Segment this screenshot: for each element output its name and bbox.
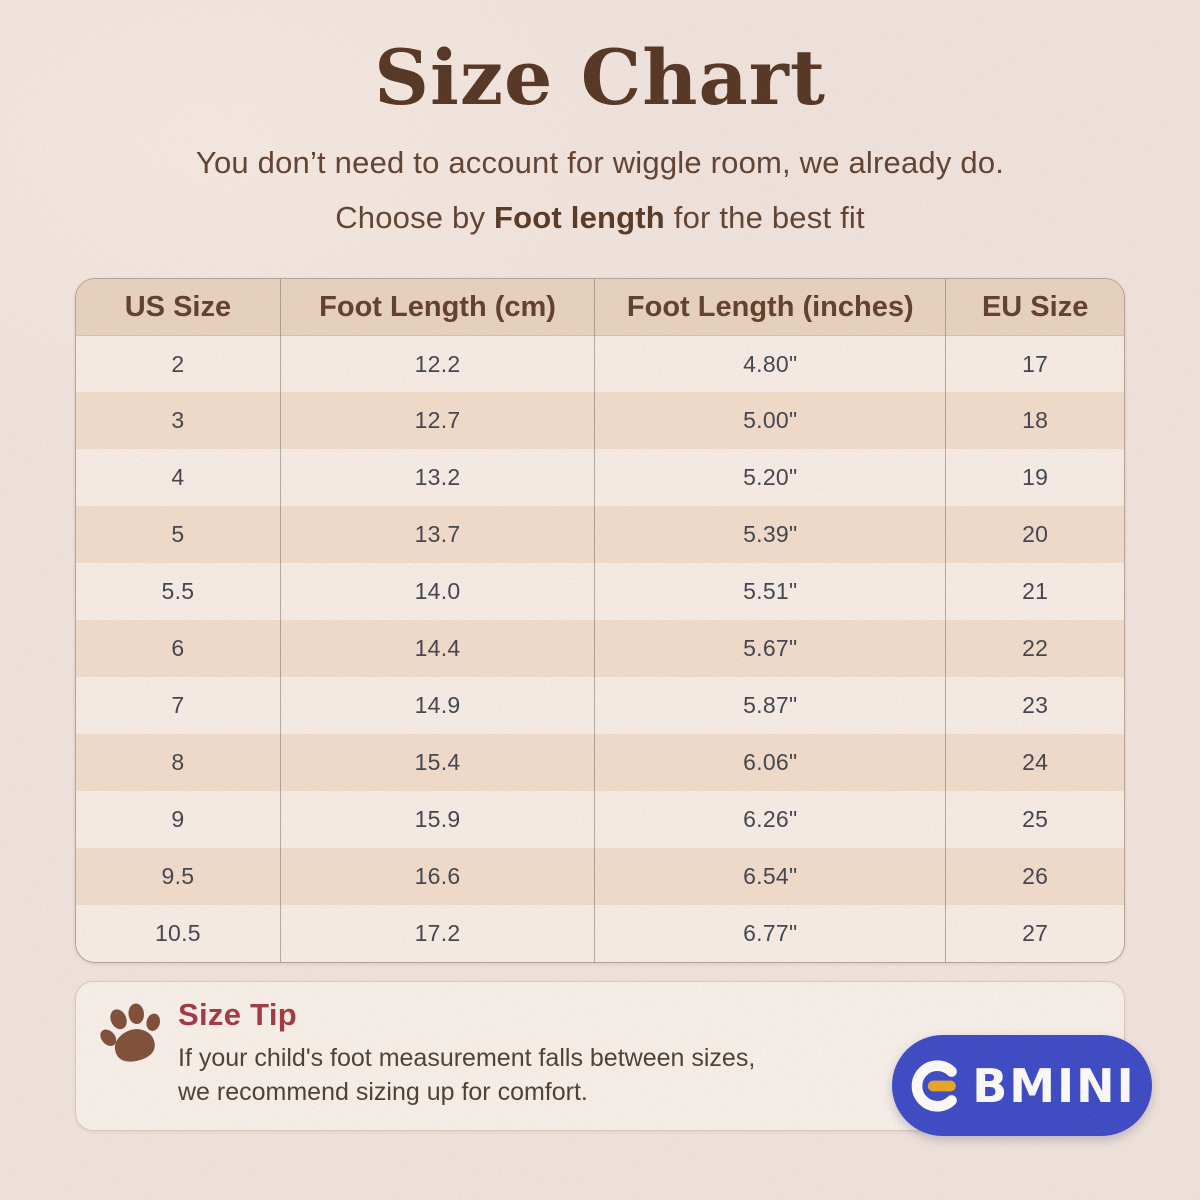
subtitle-line2-prefix: Choose by (335, 200, 495, 236)
table-cell: 27 (945, 905, 1124, 963)
table-cell: 19 (945, 449, 1124, 507)
table-row: 9.5 16.6 6.54" 26 (76, 848, 1124, 906)
table-cell: 3 (76, 392, 281, 450)
table-row: 4 13.2 5.20" 19 (76, 449, 1124, 507)
table-cell: 14.0 (280, 563, 596, 621)
page-title: Size Chart (374, 33, 826, 122)
subtitle-line1: You don’t need to account for wiggle roo… (195, 145, 1005, 181)
paw-icon (100, 1003, 161, 1062)
table-cell: 18 (945, 392, 1124, 450)
table-row: 2 12.2 4.80" 17 (76, 335, 1124, 393)
table-cell: 25 (945, 791, 1124, 849)
table-cell: 10.5 (76, 905, 281, 963)
table-row: 10.5 17.2 6.77" 27 (76, 905, 1124, 963)
table-cell: 6.77" (594, 905, 947, 963)
table-cell: 6.54" (594, 848, 947, 906)
subtitle-line2: Choose by Foot length for the best fit (75, 200, 1125, 236)
size-tip-line2: we recommend sizing up for comfort. (178, 1078, 588, 1107)
table-cell: 13.7 (280, 506, 596, 564)
table-cell: 14.4 (280, 620, 596, 678)
column-header: Foot Length (inches) (594, 279, 947, 336)
table-cell: 2 (76, 335, 281, 393)
logo-wordmark: BMINI (972, 1058, 1136, 1113)
logo-e-icon (911, 1059, 958, 1112)
column-header: Foot Length (cm) (280, 279, 596, 336)
table-cell: 17.2 (280, 905, 596, 963)
table-row: 7 14.9 5.87" 23 (76, 677, 1124, 735)
table-cell: 16.6 (280, 848, 596, 906)
table-cell: 15.4 (280, 734, 596, 792)
table-cell: 5.67" (594, 620, 947, 678)
table-cell: 4.80" (594, 335, 947, 393)
table-row: 5 13.7 5.39" 20 (76, 506, 1124, 564)
table-cell: 8 (76, 734, 281, 792)
subtitle-line2-suffix: for the best fit (664, 200, 865, 236)
size-table-header-row: US Size Foot Length (cm) Foot Length (inch… (76, 279, 1124, 336)
table-row: 6 14.4 5.67" 22 (76, 620, 1124, 678)
table-cell: 6 (76, 620, 281, 678)
table-cell: 5 (76, 506, 281, 564)
table-row: 9 15.9 6.26" 25 (76, 791, 1124, 849)
table-cell: 26 (945, 848, 1124, 906)
table-cell: 22 (945, 620, 1124, 678)
table-cell: 4 (76, 449, 281, 507)
table-cell: 12.2 (280, 335, 596, 393)
table-cell: 5.51" (594, 563, 947, 621)
paw-icon-wrap (96, 997, 174, 1074)
table-row: 5.5 14.0 5.51" 21 (76, 563, 1124, 621)
table-cell: 7 (76, 677, 281, 735)
table-cell: 9 (76, 791, 281, 849)
table-cell: 23 (945, 677, 1124, 735)
column-header: US Size (76, 279, 281, 336)
table-cell: 21 (945, 563, 1124, 621)
table-cell: 5.5 (76, 563, 281, 621)
table-cell: 15.9 (280, 791, 596, 849)
size-table-card: US Size Foot Length (cm) Foot Length (inch… (75, 278, 1125, 964)
table-row: 8 15.4 6.06" 24 (76, 734, 1124, 792)
column-header: EU Size (945, 279, 1124, 336)
subtitle-line2-bold: Foot length (494, 200, 665, 236)
size-tip-text-block: Size Tip If your child's foot measuremen… (174, 997, 755, 1109)
table-row: 3 12.7 5.00" 18 (76, 392, 1124, 450)
table-cell: 5.39" (594, 506, 947, 564)
size-tip-heading: Size Tip (178, 997, 297, 1033)
table-cell: 24 (945, 734, 1124, 792)
table-cell: 14.9 (280, 677, 596, 735)
table-cell: 13.2 (280, 449, 596, 507)
table-cell: 17 (945, 335, 1124, 393)
table-cell: 5.87" (594, 677, 947, 735)
table-cell: 20 (945, 506, 1124, 564)
table-cell: 5.00" (594, 392, 947, 450)
size-tip-line1: If your child's foot measurement falls b… (178, 1044, 756, 1073)
table-cell: 6.06" (594, 734, 947, 792)
size-table: US Size Foot Length (cm) Foot Length (inch… (76, 279, 1124, 963)
table-cell: 5.20" (594, 449, 947, 507)
brand-logo: BMINI (892, 1035, 1152, 1136)
table-cell: 9.5 (76, 848, 281, 906)
table-cell: 6.26" (594, 791, 947, 849)
table-cell: 12.7 (280, 392, 596, 450)
